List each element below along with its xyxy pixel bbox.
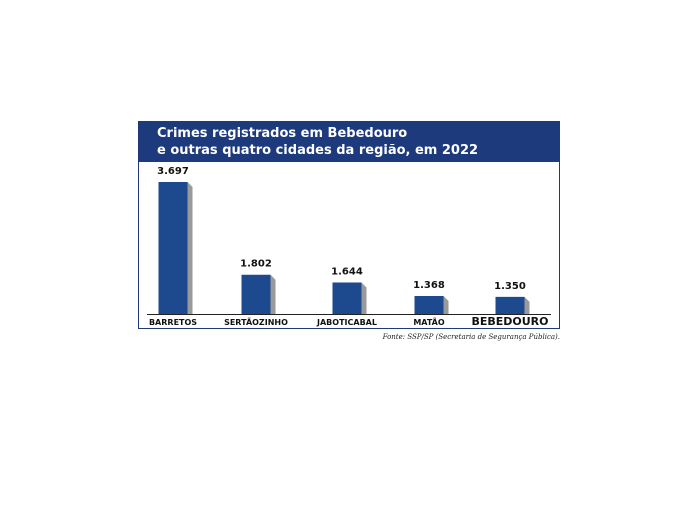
bar-shadow — [270, 274, 276, 314]
category-label: BEBEDOURO — [471, 315, 548, 328]
bar-shadow — [361, 282, 367, 314]
bar-jaboticabal — [332, 282, 362, 314]
category-label: JABOTICABAL — [316, 318, 377, 327]
chart-title-line-2: e outras quatro cidades da região, em 20… — [157, 143, 479, 158]
bar-matão — [414, 295, 444, 314]
category-label: MATÃO — [413, 317, 445, 327]
bar-shadow — [443, 295, 449, 314]
value-label: 1.368 — [413, 280, 445, 291]
value-label: 1.644 — [331, 266, 363, 277]
category-label: SERTÃOZINHO — [224, 317, 288, 327]
bar-sertãozinho — [241, 274, 271, 314]
chart-frame: Crimes registrados em Bebedouro e outras… — [138, 121, 560, 329]
bar-shadow — [524, 296, 530, 314]
category-label: BARRETOS — [149, 318, 197, 327]
source-note: Fonte: SSP/SP (Secretaria de Segurança P… — [382, 333, 560, 341]
bar-bebedouro — [495, 296, 525, 314]
bar-barretos — [158, 182, 188, 314]
bar-chart: 3.697 BARRETOS 1.802 SERTÃOZINHO 1.644 JABOTI… — [147, 166, 551, 328]
value-label: 1.350 — [494, 281, 526, 292]
chart-title-line-1: Crimes registrados em Bebedouro — [157, 126, 408, 141]
value-label: 3.697 — [157, 166, 189, 177]
bar-shadow — [187, 182, 193, 314]
value-label: 1.802 — [240, 259, 272, 270]
chart-title-bar: Crimes registrados em Bebedouro e outras… — [139, 122, 559, 162]
